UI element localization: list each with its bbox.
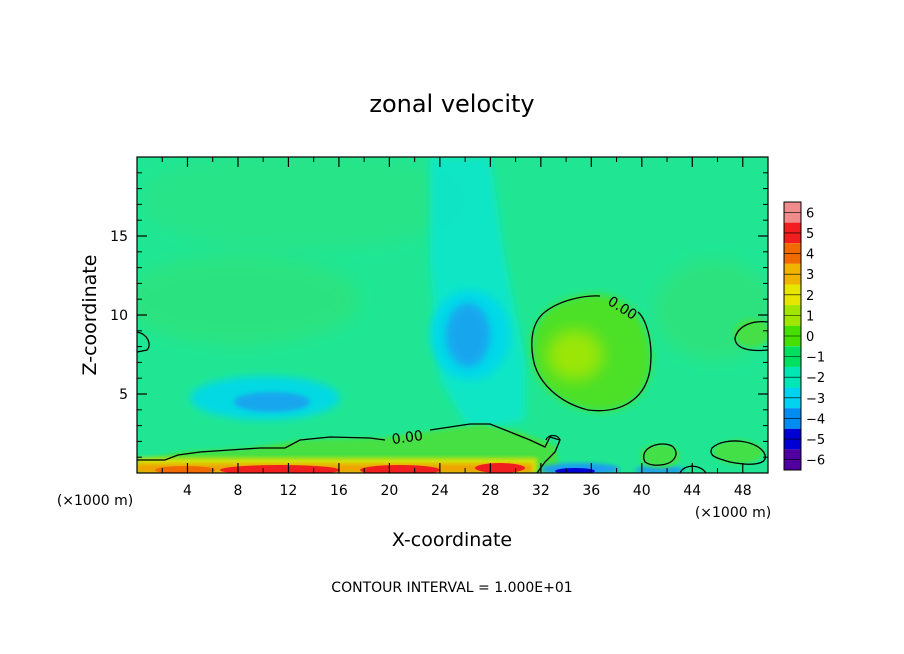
x-axis-ticks: 4 8 12 16 20 24 28 32 36 40 44 48 xyxy=(161,157,752,499)
chart-title: zonal velocity xyxy=(369,90,534,118)
field-surface-red-3 xyxy=(475,463,525,473)
colorbar-label: −4 xyxy=(806,412,825,427)
contour-interval-note: CONTOUR INTERVAL = 1.000E+01 xyxy=(331,580,572,596)
colorbar-label: 1 xyxy=(806,309,814,324)
colorbar-label: 4 xyxy=(806,248,814,263)
colorbar-label: 5 xyxy=(806,227,814,242)
y-axis-label: Z-coordinate xyxy=(79,255,101,376)
colorbar-label: 3 xyxy=(806,268,814,283)
contour-surface-left xyxy=(137,436,386,461)
contour-small-blob-2 xyxy=(710,440,766,465)
x-axis-label: X-coordinate xyxy=(392,529,512,551)
field-surface-red-2 xyxy=(360,465,440,473)
y-axis-ticks: 5 10 15 xyxy=(110,172,768,458)
contour-surface-mid xyxy=(429,423,561,473)
field-surface-blue-2 xyxy=(635,466,685,473)
field-green-left xyxy=(137,255,360,345)
x-unit-right: (×1000 m) xyxy=(695,505,771,521)
contour-left-edge xyxy=(137,331,150,353)
field-surface-darkblue xyxy=(555,468,595,473)
y-tick-label: 10 xyxy=(110,308,128,324)
field-surface-red-1 xyxy=(220,465,340,473)
x-tick-label: 32 xyxy=(532,483,550,499)
x-unit-left: (×1000 m) xyxy=(57,493,133,509)
x-tick-label: 40 xyxy=(633,483,651,499)
x-tick-label: 4 xyxy=(183,483,192,499)
colorbar-label: −1 xyxy=(806,351,825,366)
field-green-small-2 xyxy=(713,440,763,464)
colorbar-label: −6 xyxy=(806,454,825,469)
contour-small-blob-1 xyxy=(643,443,677,466)
colorbar-label: 6 xyxy=(806,206,814,221)
x-tick-label: 44 xyxy=(683,483,701,499)
colorbar: 6 5 4 3 2 1 0 −1 −2 −3 −4 −5 −6 xyxy=(783,201,825,471)
field-surface-orange-2 xyxy=(155,466,215,473)
field-blue-core-upper xyxy=(446,303,490,367)
contour-right-edge xyxy=(734,320,768,352)
y-tick-label: 15 xyxy=(110,229,128,245)
y-tick-label: 5 xyxy=(119,387,128,403)
x-tick-label: 20 xyxy=(380,483,398,499)
contour-small-blob-4 xyxy=(545,434,561,441)
x-tick-label: 16 xyxy=(330,483,348,499)
x-tick-label: 36 xyxy=(582,483,600,499)
field-blue-core-left xyxy=(234,392,310,412)
field-green-top xyxy=(140,157,460,250)
contour-label-surface: 0.00 xyxy=(391,428,424,448)
colorbar-label: 2 xyxy=(806,289,814,304)
zero-contours xyxy=(137,295,768,473)
colorbar-label: −2 xyxy=(806,371,825,386)
field-green-small-3 xyxy=(734,319,768,347)
colorbar-label: 0 xyxy=(806,330,814,345)
heatmap-field xyxy=(137,157,768,473)
colorbar-label: −3 xyxy=(806,392,825,407)
x-tick-label: 8 xyxy=(233,483,242,499)
x-tick-label: 12 xyxy=(280,483,298,499)
field-positive-core xyxy=(547,330,603,380)
x-tick-label: 28 xyxy=(481,483,499,499)
contour-positive-blob xyxy=(531,295,652,412)
colorbar-label: −5 xyxy=(806,433,825,448)
x-tick-label: 48 xyxy=(734,483,752,499)
x-tick-label: 24 xyxy=(431,483,449,499)
